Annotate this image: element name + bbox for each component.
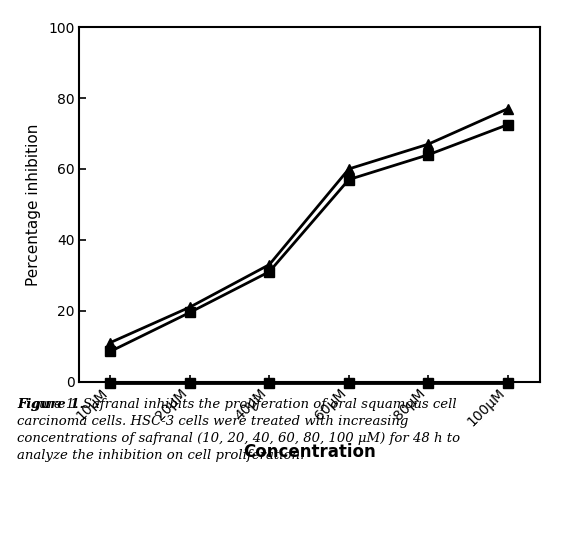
Y-axis label: Percentage inhibition: Percentage inhibition [26, 123, 41, 286]
Text: Figure 1. Safranal inhibits the proliferation of oral squamous cell
carcinoma ce: Figure 1. Safranal inhibits the prolifer… [17, 398, 460, 462]
X-axis label: Concentration: Concentration [243, 443, 375, 461]
Text: Figure 1.: Figure 1. [17, 398, 84, 411]
